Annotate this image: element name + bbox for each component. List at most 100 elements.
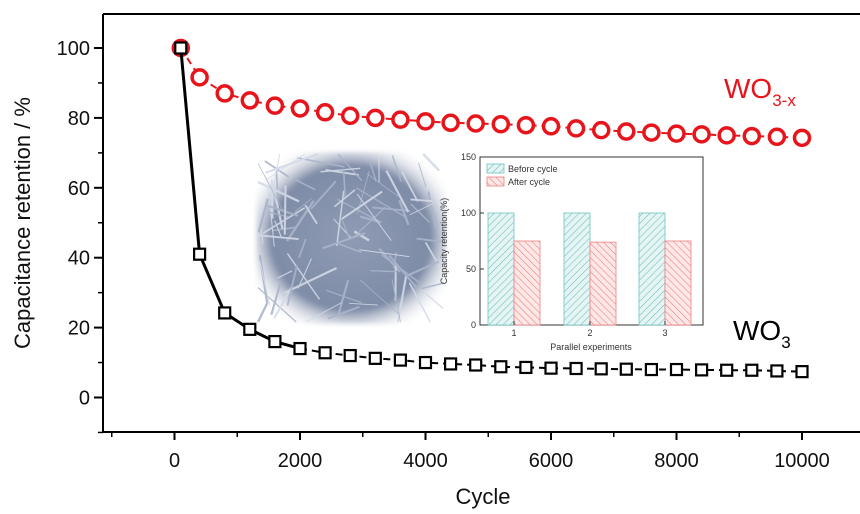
data-point-wo3-x <box>742 126 762 146</box>
y-tick-label: 100 <box>57 38 90 60</box>
data-point-wo3-x <box>416 112 435 131</box>
sem-micrograph-inset <box>256 152 446 324</box>
y-tick-label: 80 <box>68 108 90 130</box>
sem-fiber <box>334 189 356 208</box>
sem-fiber <box>277 270 293 279</box>
sem-fiber <box>283 267 338 295</box>
sem-fiber <box>421 282 445 290</box>
inset-bar-after <box>664 240 692 326</box>
sem-fiber <box>310 180 337 210</box>
data-point-wo3-x <box>717 126 736 145</box>
data-point-wo3-x <box>240 91 260 110</box>
data-point-wo3-x <box>441 113 460 133</box>
series-label-wo3-main: WO <box>733 315 781 346</box>
data-point-wo3-x <box>591 120 611 140</box>
sem-fiber <box>259 260 271 307</box>
sem-fiber <box>298 238 307 259</box>
inset-legend-swatch <box>486 176 505 187</box>
data-point-wo3 <box>268 334 282 349</box>
data-point-wo3-x <box>491 114 511 134</box>
sem-fiber <box>256 301 269 323</box>
data-point-wo3 <box>174 41 188 55</box>
data-point-wo3-x <box>767 127 787 147</box>
data-point-wo3 <box>368 351 382 365</box>
y-tick-label: 40 <box>68 248 90 270</box>
sem-fiber <box>286 200 315 242</box>
inset-legend-label: After cycle <box>508 177 550 187</box>
sem-fiber <box>409 198 445 216</box>
sem-fiber <box>410 203 430 223</box>
sem-fiber <box>341 190 383 220</box>
inset-bar-after <box>589 241 617 326</box>
sem-fiber <box>359 279 400 315</box>
sem-fiber <box>271 226 296 232</box>
sem-fiber <box>275 170 279 198</box>
x-axis: 0 2000 4000 6000 8000 10000 <box>103 431 860 472</box>
sem-fiber <box>408 282 431 323</box>
sem-fiber <box>294 178 316 191</box>
x-tick-label: 4000 <box>403 450 448 472</box>
inset-legend-label: Before cycle <box>508 164 558 174</box>
data-point-wo3 <box>519 360 533 375</box>
data-point-wo3 <box>720 363 734 377</box>
data-point-wo3 <box>644 362 659 377</box>
data-point-wo3 <box>544 361 558 375</box>
inset-x-axis-title: Parallel experiments <box>550 342 632 352</box>
sem-fiber <box>257 163 284 212</box>
data-point-wo3-x <box>516 115 536 135</box>
inset-y-tick-label: 150 <box>461 152 476 162</box>
sem-fiber <box>273 153 281 188</box>
sem-fiber <box>304 204 318 225</box>
x-tick-label: 0 <box>169 450 180 472</box>
sem-fiber <box>273 285 294 319</box>
sem-fiber <box>266 153 305 180</box>
sem-fiber <box>416 237 445 244</box>
series-wo3 <box>174 41 809 379</box>
x-tick-label: 10000 <box>774 450 830 472</box>
sem-fiber <box>297 258 312 289</box>
data-point-wo3-x <box>265 96 285 115</box>
sem-fiber <box>381 254 421 284</box>
sem-fiber <box>294 198 312 213</box>
y-axis: 0 20 40 60 80 100 <box>57 14 104 434</box>
data-point-wo3 <box>795 365 809 379</box>
sem-fiber <box>398 199 410 226</box>
sem-fiber <box>359 249 410 258</box>
inset-bar-after <box>513 240 541 326</box>
inset-y-axis-title: Capacity retention(%) <box>439 198 449 285</box>
sem-fiber <box>353 230 370 242</box>
inset-y-tick-label: 100 <box>461 208 476 218</box>
data-point-wo3 <box>444 357 458 371</box>
sem-fiber <box>274 220 283 239</box>
data-point-wo3-x <box>617 122 636 141</box>
series-line-wo3-dashed <box>299 347 803 373</box>
data-point-wo3 <box>469 358 483 372</box>
inset-y-tick-label: 50 <box>466 264 476 274</box>
data-point-wo3 <box>494 360 508 374</box>
data-point-wo3 <box>343 348 357 363</box>
sem-fiber <box>385 170 410 213</box>
sem-fiber <box>391 155 402 183</box>
data-point-wo3 <box>569 361 583 376</box>
sem-fiber <box>410 198 433 203</box>
data-point-wo3-x <box>466 114 485 133</box>
sem-fiber <box>337 279 350 316</box>
inset-bar-before <box>638 212 666 326</box>
sem-fiber <box>340 218 351 239</box>
sem-fiber <box>424 242 442 269</box>
data-point-wo3-x <box>642 123 661 142</box>
sem-fiber <box>401 171 419 202</box>
data-point-wo3 <box>745 363 759 377</box>
inset-x-tick-label: 3 <box>662 328 667 338</box>
sem-fiber <box>352 206 386 238</box>
data-point-wo3 <box>393 353 407 367</box>
data-point-wo3-x <box>366 108 385 128</box>
sem-fiber <box>366 173 399 197</box>
sem-fiber <box>283 185 287 235</box>
sem-fiber <box>418 162 427 187</box>
data-point-wo3 <box>318 346 332 360</box>
sem-fiber <box>320 167 361 173</box>
x-tick-label: 6000 <box>529 450 574 472</box>
sem-fiber <box>271 184 284 230</box>
